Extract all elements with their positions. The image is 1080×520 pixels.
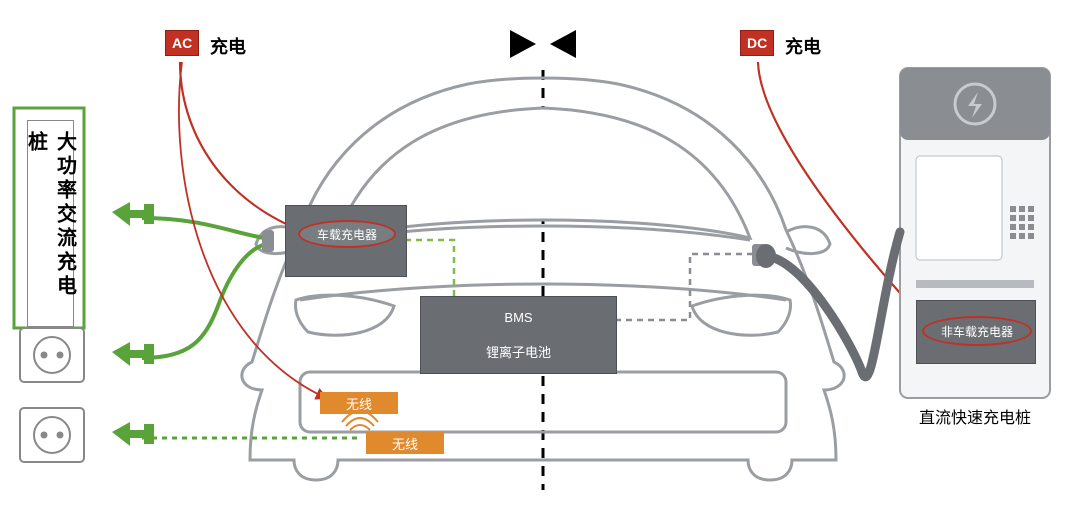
- bms-battery-block: BMS 锂离子电池: [420, 296, 617, 374]
- link-onboard-bms: [405, 240, 454, 300]
- dc-station-label: 直流快速充电桩: [910, 404, 1040, 428]
- ac-station-box: 大功率交流充电桩: [27, 120, 74, 327]
- diagram-svg: [0, 0, 1080, 520]
- ac-label: 充电: [210, 33, 246, 59]
- arrow-right-icon: [550, 30, 576, 58]
- cable-green-top: [142, 218, 264, 238]
- bms-label: BMS: [504, 310, 532, 325]
- dc-badge: DC: [740, 30, 774, 56]
- onboard-charger-label: 车载充电器: [298, 220, 396, 248]
- wireless-rx-block: 无线: [320, 392, 398, 414]
- car-ac-port: [262, 230, 274, 252]
- arrow-left-icon: [510, 30, 536, 58]
- offboard-charger-label: 非车载充电器: [922, 316, 1032, 346]
- diagram-root: AC 充电 DC 充电 大功率交流充电桩 车载充电器 BMS 锂离子电池 无线 …: [0, 0, 1080, 520]
- cable-green-mid: [142, 244, 266, 358]
- wireless-tx-block: 无线: [366, 432, 444, 454]
- plug-icon-mid: [112, 342, 154, 366]
- wall-socket-2: [20, 408, 84, 462]
- plug-icon-top: [112, 202, 154, 226]
- plug-icon-low: [112, 422, 154, 446]
- dc-plug-head: [756, 244, 776, 268]
- dc-label: 充电: [785, 33, 821, 59]
- wall-socket-1: [20, 328, 84, 382]
- battery-label: 锂离子电池: [486, 342, 551, 361]
- ac-badge: AC: [165, 30, 199, 56]
